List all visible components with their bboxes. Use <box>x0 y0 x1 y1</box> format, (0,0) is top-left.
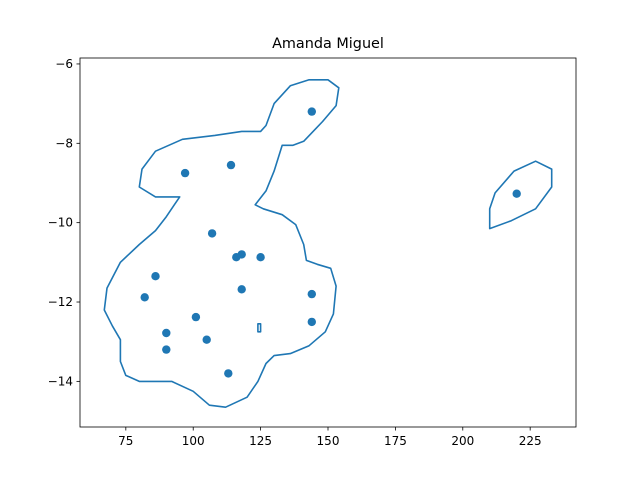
scatter-point-18 <box>224 369 233 378</box>
scatter-point-1 <box>307 107 316 116</box>
contour-group <box>103 79 553 408</box>
y-tick-label: −10 <box>48 216 73 230</box>
x-tick-label: 75 <box>118 434 133 448</box>
scatter-point-12 <box>140 293 149 302</box>
scatter-point-8 <box>256 253 265 262</box>
y-tick-label: −6 <box>55 57 73 71</box>
points-group <box>140 107 521 378</box>
x-tick-label: 175 <box>384 434 407 448</box>
scatter-point-11 <box>307 289 316 299</box>
density-contour-3 <box>257 323 262 333</box>
x-tick-label: 125 <box>249 434 272 448</box>
y-tick-label: −8 <box>55 136 73 150</box>
x-tick-label: 150 <box>317 434 340 448</box>
scatter-point-7 <box>232 253 241 262</box>
scatter-point-2 <box>226 160 236 170</box>
scatter-point-14 <box>307 317 316 327</box>
scatter-point-5 <box>207 229 217 238</box>
scatter-point-4 <box>512 189 521 198</box>
scatter-point-3 <box>180 168 190 178</box>
scatter-point-16 <box>202 335 211 344</box>
scatter-point-13 <box>191 312 201 322</box>
plot-frame <box>79 57 577 428</box>
scatter-point-10 <box>237 285 246 294</box>
density-contour-2 <box>488 160 553 230</box>
axes: 75 100 125 150 175 200 225 −14 −12 −10 −8 −6 <box>48 57 577 448</box>
scatter-point-17 <box>162 345 171 354</box>
chart-title: Amanda Miguel <box>272 36 384 52</box>
x-tick-label: 100 <box>182 434 205 448</box>
x-tick-label: 225 <box>519 434 542 448</box>
y-tick-label: −14 <box>48 374 73 388</box>
scatter-point-15 <box>162 328 171 338</box>
density-contour-1 <box>103 79 340 408</box>
y-tick-label: −12 <box>48 295 73 309</box>
x-tick-label: 200 <box>451 434 474 448</box>
scatter-point-9 <box>151 272 160 281</box>
